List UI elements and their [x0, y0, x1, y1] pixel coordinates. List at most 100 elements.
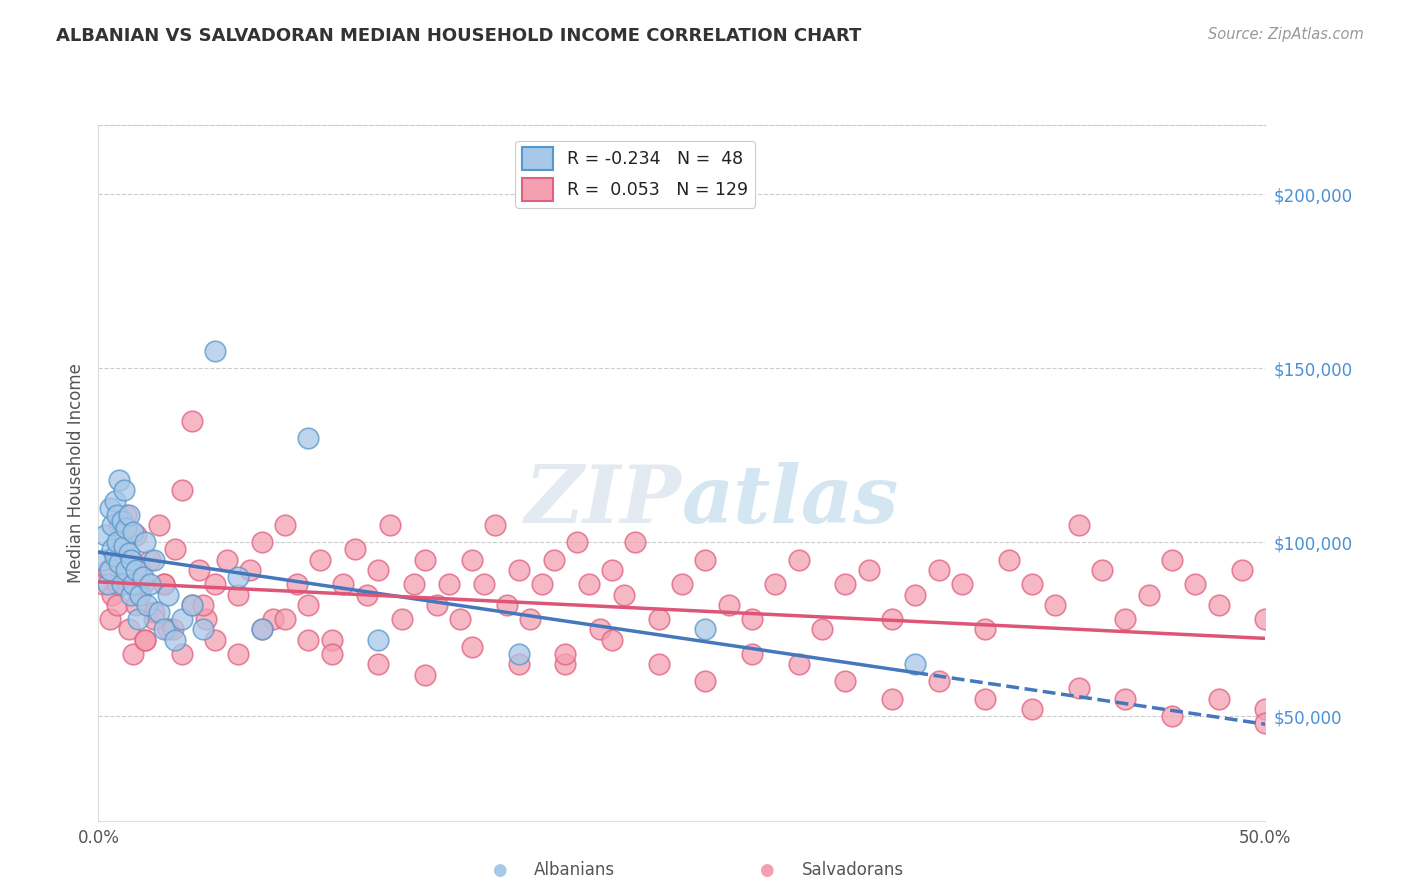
Point	[508, 647, 530, 661]
Point	[1091, 563, 1114, 577]
Point	[1254, 716, 1277, 731]
Point	[250, 535, 273, 549]
Text: ALBANIAN VS SALVADORAN MEDIAN HOUSEHOLD INCOME CORRELATION CHART: ALBANIAN VS SALVADORAN MEDIAN HOUSEHOLD …	[56, 27, 862, 45]
Point	[134, 632, 156, 647]
Point	[274, 517, 297, 532]
Text: Salvadorans: Salvadorans	[801, 861, 904, 879]
Point	[122, 577, 145, 591]
Point	[228, 587, 250, 601]
Point	[437, 577, 460, 591]
Point	[162, 623, 184, 637]
Point	[98, 563, 121, 577]
Point	[204, 577, 226, 591]
Point	[152, 623, 174, 637]
Point	[111, 577, 134, 591]
Point	[157, 623, 180, 637]
Point	[143, 605, 166, 619]
Text: Albanians: Albanians	[534, 861, 616, 879]
Point	[695, 552, 717, 567]
Point	[250, 623, 273, 637]
Point	[1067, 517, 1090, 532]
Point	[125, 598, 148, 612]
Point	[152, 577, 174, 591]
Point	[1254, 612, 1277, 626]
Point	[1021, 702, 1043, 716]
Point	[105, 508, 128, 522]
Point	[132, 570, 155, 584]
Point	[111, 515, 134, 529]
Point	[449, 612, 471, 626]
Point	[193, 598, 215, 612]
Text: ●: ●	[492, 861, 506, 879]
Point	[554, 647, 576, 661]
Point	[136, 598, 159, 612]
Point	[172, 612, 194, 626]
Point	[98, 500, 121, 515]
Point	[228, 570, 250, 584]
Point	[143, 552, 166, 567]
Point	[134, 632, 156, 647]
Point	[193, 623, 215, 637]
Point	[165, 542, 187, 557]
Point	[97, 563, 120, 577]
Point	[127, 612, 149, 626]
Point	[950, 577, 973, 591]
Point	[118, 508, 141, 522]
Point	[127, 587, 149, 601]
Point	[904, 587, 927, 601]
Point	[1161, 552, 1184, 567]
Point	[834, 674, 856, 689]
Point	[157, 587, 180, 601]
Point	[262, 612, 284, 626]
Point	[125, 563, 148, 577]
Point	[321, 647, 343, 661]
Point	[1137, 587, 1160, 601]
Point	[624, 535, 647, 549]
Point	[858, 563, 880, 577]
Point	[413, 552, 436, 567]
Point	[367, 632, 389, 647]
Point	[554, 657, 576, 671]
Point	[134, 535, 156, 549]
Point	[285, 577, 308, 591]
Point	[356, 587, 378, 601]
Point	[402, 577, 425, 591]
Point	[97, 577, 120, 591]
Point	[180, 598, 202, 612]
Point	[332, 577, 354, 591]
Point	[647, 657, 669, 671]
Point	[297, 431, 319, 445]
Point	[250, 623, 273, 637]
Point	[122, 647, 145, 661]
Text: ●: ●	[759, 861, 773, 879]
Point	[204, 343, 226, 358]
Point	[112, 577, 135, 591]
Point	[647, 612, 669, 626]
Point	[928, 563, 950, 577]
Point	[274, 612, 297, 626]
Point	[928, 674, 950, 689]
Point	[1230, 563, 1253, 577]
Point	[129, 563, 152, 577]
Point	[1021, 577, 1043, 591]
Point	[413, 667, 436, 681]
Point	[297, 632, 319, 647]
Point	[194, 612, 217, 626]
Point	[880, 692, 903, 706]
Point	[565, 535, 588, 549]
Point	[105, 598, 128, 612]
Point	[600, 563, 623, 577]
Point	[112, 483, 135, 498]
Text: Source: ZipAtlas.com: Source: ZipAtlas.com	[1208, 27, 1364, 42]
Point	[115, 563, 138, 577]
Point	[101, 517, 124, 532]
Point	[297, 598, 319, 612]
Point	[108, 517, 131, 532]
Point	[578, 577, 600, 591]
Point	[519, 612, 541, 626]
Point	[152, 577, 174, 591]
Point	[139, 577, 162, 591]
Point	[1067, 681, 1090, 696]
Point	[122, 524, 145, 539]
Point	[132, 577, 155, 591]
